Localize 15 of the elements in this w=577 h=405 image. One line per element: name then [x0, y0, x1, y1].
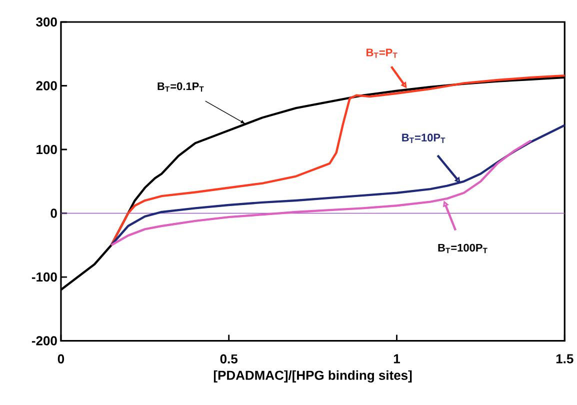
annotation: B$_{T}$=0.1P$_{T}$ — [158, 82, 204, 92]
y-tick-label: 200 — [36, 81, 57, 90]
y-tick-label: 100 — [36, 145, 57, 154]
annotation: B$_{T}$=P$_{T}$ — [366, 48, 398, 58]
annotation: B$_{T}$=10P$_{T}$ — [402, 134, 446, 144]
x-axis-title: [PDADMAC]/[HPG binding sites] — [214, 370, 412, 383]
x-tick-label: 1.5 — [556, 354, 574, 364]
annotation: B$_{T}$=100P$_{T}$ — [438, 244, 488, 254]
y-tick-label: -200 — [32, 336, 57, 346]
x-tick-label: 0 — [58, 354, 64, 364]
y-tick-label: 300 — [36, 18, 57, 27]
x-tick-label: 1 — [394, 354, 400, 364]
x-tick-label: 0.5 — [220, 354, 238, 364]
y-tick-label: 0 — [50, 208, 57, 218]
y-tick-label: -100 — [32, 272, 57, 282]
